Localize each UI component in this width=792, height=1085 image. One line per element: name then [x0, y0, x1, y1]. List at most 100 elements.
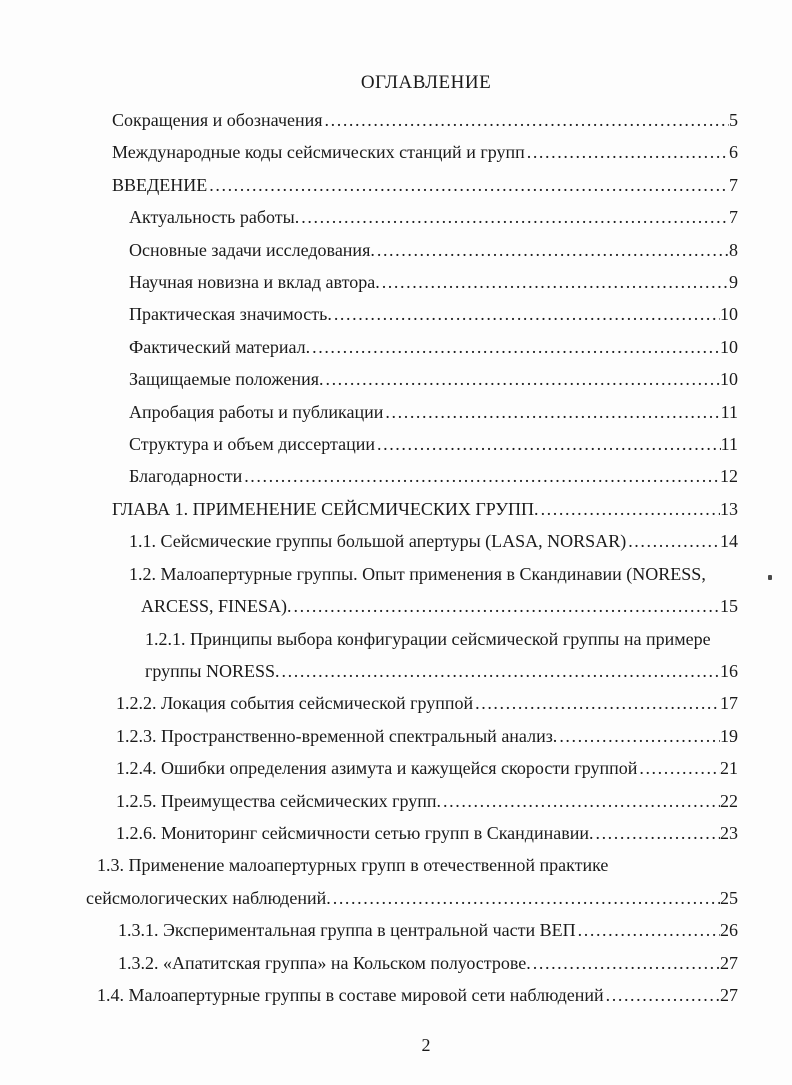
dot-leader: ........................................… — [385, 401, 721, 422]
toc-entry-text: ГЛАВА 1. ПРИМЕНЕНИЕ СЕЙСМИЧЕСКИХ ГРУПП. — [112, 498, 539, 519]
dot-leader: ........................................… — [577, 920, 720, 941]
toc-entry-page: 9 — [729, 272, 738, 293]
toc-entry-page: 6 — [729, 142, 738, 163]
dot-leader: ........................................… — [532, 952, 720, 973]
toc-entry-text: Структура и объем диссертации — [129, 434, 375, 455]
toc-entry: Фактический материал....................… — [86, 331, 738, 363]
toc-entry: 1.3.2. «Апатитская группа» на Кольском п… — [86, 947, 738, 979]
toc-entry-text: Актуальность работы. — [129, 207, 300, 228]
dot-leader: ........................................… — [324, 110, 729, 130]
toc-entry-text: ARCESS, FINESA). — [141, 596, 292, 617]
toc-entry-text: Основные задачи исследования. — [129, 239, 375, 260]
toc-entry: Основные задачи исследования............… — [86, 234, 738, 266]
page-number: 2 — [421, 1035, 431, 1056]
toc-entry-page: 19 — [720, 725, 738, 746]
toc-entry-text: 1.3.1. Экспериментальная группа в центра… — [118, 920, 576, 941]
toc-entry-page: 13 — [720, 498, 738, 519]
dot-leader: ........................................… — [293, 596, 720, 617]
dot-leader: ........................................… — [639, 758, 720, 779]
dot-leader: ........................................… — [333, 304, 720, 325]
toc-entry: сейсмологических наблюдений.............… — [86, 882, 738, 914]
toc-entry: Защищаемые положения....................… — [86, 363, 738, 395]
dot-leader: ........................................… — [628, 531, 720, 552]
toc-entry-text: Сокращения и обозначения — [112, 110, 323, 130]
toc-entry-page: 17 — [720, 693, 738, 714]
toc-entry: 1.3. Применение малоапертурных групп в о… — [86, 849, 738, 881]
page-title: ОГЛАВЛЕНИЕ — [360, 72, 492, 93]
toc-entry-text: 1.2.1. Принципы выбора конфигурации сейс… — [145, 628, 711, 649]
dot-leader: ........................................… — [526, 142, 729, 163]
dot-leader: ........................................… — [443, 790, 720, 811]
toc-entry: Актуальность работы.....................… — [86, 201, 738, 233]
dot-leader: ........................................… — [381, 272, 729, 293]
toc-entry-page: 16 — [720, 660, 738, 681]
toc-entry-page: 10 — [720, 369, 738, 390]
dot-leader: ........................................… — [605, 984, 720, 1005]
toc-entry-text: Фактический материал. — [129, 336, 311, 357]
toc-entry-page: 26 — [720, 920, 738, 941]
dot-leader: ........................................… — [559, 725, 720, 746]
toc-entry-text: 1.2.5. Преимущества сейсмических групп. — [116, 790, 442, 811]
toc-entry-page: 7 — [729, 207, 738, 228]
toc-entry: 1.2.5. Преимущества сейсмических групп..… — [86, 785, 738, 817]
toc-entry-text: Благодарности — [129, 466, 243, 487]
toc-entry: 1.3.1. Экспериментальная группа в центра… — [86, 914, 738, 946]
toc-entry: Международные коды сейсмических станций … — [86, 136, 738, 168]
toc-entry-text: 1.2.2. Локация события сейсмической груп… — [116, 693, 474, 714]
dot-leader: ........................................… — [312, 336, 720, 357]
toc-entry: Практическая значимость.................… — [86, 298, 738, 330]
toc-entry-text: 1.2. Малоапертурные группы. Опыт примене… — [129, 563, 706, 584]
dot-leader: ........................................… — [325, 369, 720, 390]
toc-entry: ВВЕДЕНИЕ................................… — [86, 169, 738, 201]
dot-leader: ........................................… — [332, 887, 720, 908]
toc-entry: 1.2.6. Мониторинг сейсмичности сетью гру… — [86, 817, 738, 849]
toc-entry-text: 1.2.6. Мониторинг сейсмичности сетью гру… — [116, 822, 594, 843]
toc-entry: 1.4. Малоапертурные группы в составе мир… — [86, 979, 738, 1011]
toc-entry: 1.2.1. Принципы выбора конфигурации сейс… — [86, 623, 738, 655]
toc-entry-page: 27 — [720, 952, 738, 973]
toc-entry: группы NORESS...........................… — [86, 655, 738, 687]
dot-leader: ........................................… — [595, 822, 720, 843]
table-of-contents: Сокращения и обозначения................… — [86, 104, 738, 1011]
toc-entry-text: Апробация работы и публикации — [129, 401, 384, 422]
toc-entry-page: 15 — [720, 596, 738, 617]
toc-entry: 1.2.4. Ошибки определения азимута и кажу… — [86, 752, 738, 784]
toc-entry-page: 22 — [720, 790, 738, 811]
toc-entry-text: Международные коды сейсмических станций … — [112, 142, 525, 163]
toc-entry-page: 5 — [729, 110, 738, 130]
toc-entry: Сокращения и обозначения................… — [86, 104, 738, 136]
toc-entry-page: 27 — [720, 984, 738, 1005]
dot-leader: ........................................… — [281, 660, 720, 681]
toc-entry: 1.2.2. Локация события сейсмической груп… — [86, 687, 738, 719]
toc-entry-page: 14 — [720, 531, 738, 552]
scan-speck-artifact — [768, 575, 772, 580]
toc-entry-text: Практическая значимость. — [129, 304, 332, 325]
dot-leader: ........................................… — [540, 498, 720, 519]
toc-entry: ГЛАВА 1. ПРИМЕНЕНИЕ СЕЙСМИЧЕСКИХ ГРУПП..… — [86, 493, 738, 525]
toc-entry: Благодарности...........................… — [86, 460, 738, 492]
toc-entry-page: 7 — [729, 174, 738, 195]
toc-entry: 1.1. Сейсмические группы большой апертур… — [86, 525, 738, 557]
toc-entry: Апробация работы и публикации...........… — [86, 396, 738, 428]
dot-leader: ........................................… — [301, 207, 729, 228]
toc-entry-text: Научная новизна и вклад автора. — [129, 272, 380, 293]
toc-entry-page: 10 — [720, 304, 738, 325]
dot-leader: ........................................… — [209, 174, 729, 195]
toc-entry: 1.2. Малоапертурные группы. Опыт примене… — [86, 558, 738, 590]
toc-entry-page: 12 — [720, 466, 738, 487]
toc-entry-text: 1.4. Малоапертурные группы в составе мир… — [97, 984, 604, 1005]
toc-entry-text: ВВЕДЕНИЕ — [112, 174, 208, 195]
toc-entry-text: сейсмологических наблюдений. — [86, 887, 331, 908]
toc-entry-text: группы NORESS. — [145, 660, 280, 681]
toc-entry-page: 11 — [720, 401, 738, 422]
toc-entry-text: 1.2.4. Ошибки определения азимута и кажу… — [116, 758, 638, 779]
toc-entry-text: Защищаемые положения. — [129, 369, 324, 390]
toc-entry: Структура и объем диссертации...........… — [86, 428, 738, 460]
toc-entry: Научная новизна и вклад автора..........… — [86, 266, 738, 298]
dot-leader: ........................................… — [244, 466, 720, 487]
toc-entry-text: 1.3. Применение малоапертурных групп в о… — [97, 855, 609, 876]
toc-entry-text: 1.2.3. Пространственно-временной спектра… — [116, 725, 558, 746]
toc-entry-page: 25 — [720, 887, 738, 908]
dot-leader: ........................................… — [376, 239, 729, 260]
